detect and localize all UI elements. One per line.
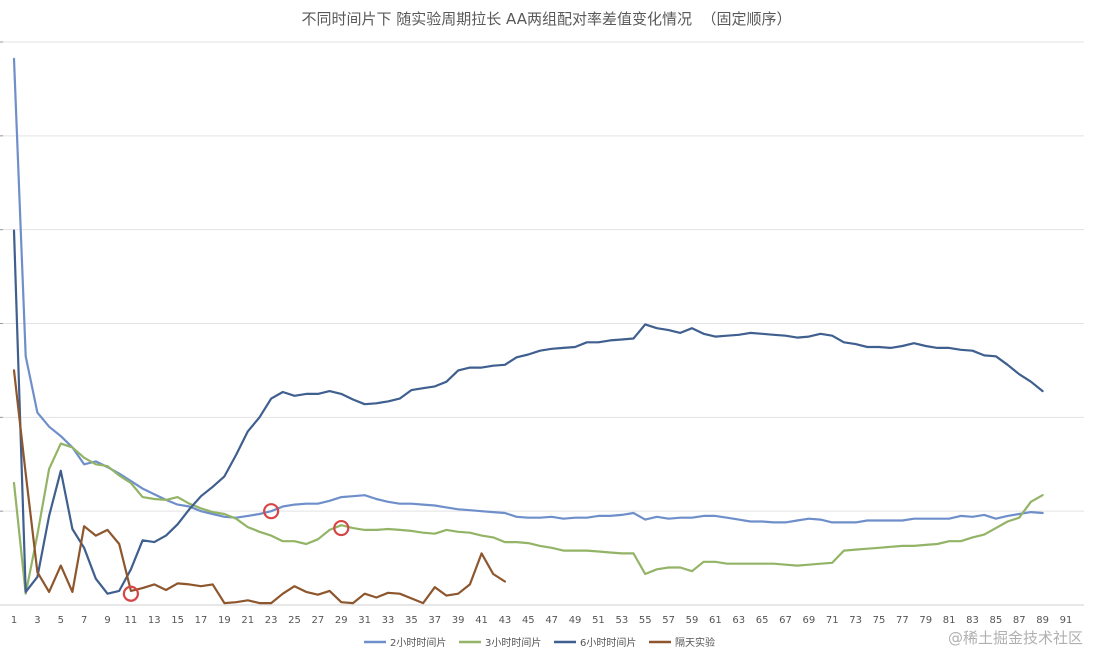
- x-tick-label: 43: [499, 615, 512, 626]
- x-tick-label: 59: [686, 615, 699, 626]
- series-line-1: [12, 57, 1044, 524]
- x-tick-label: 75: [873, 615, 886, 626]
- x-tick-label: 13: [148, 615, 161, 626]
- x-tick-label: 3: [34, 615, 40, 626]
- x-tick-label: 5: [58, 615, 64, 626]
- axes: 1 3 5 7 9 11 13 15 17 19 21 23 25 27 29 31 33 35 37 39 41 43 4…: [0, 604, 1084, 626]
- x-tick-label: 27: [312, 615, 325, 626]
- chart-title: 不同时间片下 随实验周期拉长 AA两组配对率差值变化情况 （固定顺序）: [301, 10, 792, 28]
- x-tick-label: 37: [428, 615, 441, 626]
- highlight-markers: [122, 503, 350, 602]
- x-tick-label: 17: [195, 615, 208, 626]
- grid-lines: [0, 41, 1084, 512]
- x-tick-label: 19: [218, 615, 231, 626]
- x-tick-label: 21: [241, 615, 254, 626]
- highlight-circle: [333, 519, 350, 537]
- series-line-2: [12, 442, 1044, 595]
- x-tick-label: 67: [779, 615, 792, 626]
- highlight-circle: [263, 503, 280, 520]
- x-tick-label: 41: [475, 615, 488, 626]
- x-tick-label: 87: [1013, 615, 1026, 626]
- legend-label: 隔天实验: [675, 636, 715, 649]
- x-tick-label: 23: [265, 615, 278, 626]
- x-tick-label: 73: [849, 615, 862, 626]
- x-tick-label: 55: [639, 615, 652, 626]
- x-tick-label: 63: [732, 615, 745, 626]
- x-tick-label: 31: [358, 615, 371, 626]
- series-line-4: [12, 369, 506, 605]
- x-tick-label: 61: [709, 615, 722, 626]
- x-tick-label: 91: [1060, 615, 1073, 626]
- highlight-circle: [122, 585, 139, 602]
- series-lines: [12, 57, 1044, 605]
- x-tick-label: 57: [662, 615, 675, 626]
- x-tick-label: 79: [919, 615, 932, 626]
- x-tick-label: 7: [81, 615, 87, 626]
- watermark: @稀土掘金技术社区: [947, 629, 1083, 647]
- legend-label: 2小时时间片: [390, 636, 446, 649]
- x-tick-label: 33: [382, 615, 395, 626]
- x-tick-label: 53: [615, 615, 628, 626]
- x-tick-label: 45: [522, 615, 535, 626]
- x-tick-label: 51: [592, 615, 605, 626]
- x-tick-label: 47: [545, 615, 558, 626]
- series-line-3: [12, 229, 1044, 595]
- x-tick-label: 39: [452, 615, 465, 626]
- legend-label: 3小时时间片: [485, 636, 541, 649]
- legend: 2小时时间片 3小时时间片 6小时时间片 隔天实验: [364, 636, 715, 649]
- x-tick-label: 69: [802, 615, 815, 626]
- x-tick-label: 1: [11, 615, 17, 626]
- x-tick-label: 85: [989, 615, 1002, 626]
- x-tick-label: 49: [569, 615, 582, 626]
- x-tick-label: 11: [125, 615, 138, 626]
- x-tick-label: 65: [756, 615, 769, 626]
- x-tick-label: 89: [1036, 615, 1049, 626]
- x-tick-label: 15: [171, 615, 184, 626]
- x-tick-label: 81: [943, 615, 956, 626]
- x-tick-label: 77: [896, 615, 909, 626]
- x-tick-label: 35: [405, 615, 418, 626]
- x-tick-label: 29: [335, 615, 348, 626]
- legend-label: 6小时时间片: [580, 636, 636, 649]
- x-tick-label: 9: [104, 615, 110, 626]
- x-tick-label: 25: [288, 615, 301, 626]
- x-tick-label: 71: [826, 615, 839, 626]
- x-tick-label: 83: [966, 615, 979, 626]
